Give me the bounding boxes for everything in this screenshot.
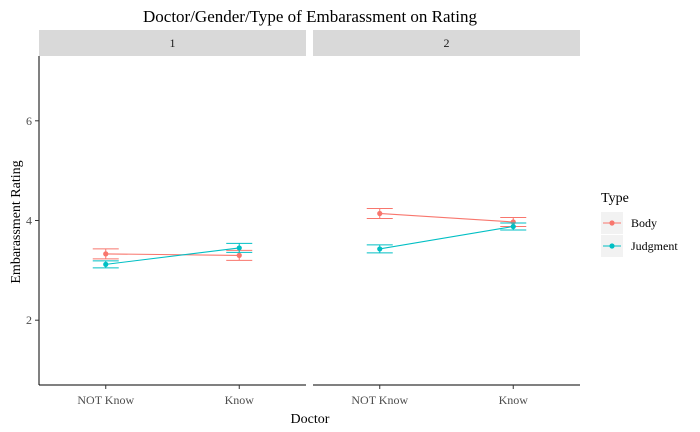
facet-panel-2: 2 NOT Know Know	[313, 30, 580, 407]
data-point	[377, 210, 383, 217]
legend-key-point	[609, 220, 615, 226]
x-tick-label: NOT Know	[351, 393, 408, 407]
series-line	[105, 253, 240, 256]
legend-entries: Body Judgment	[601, 212, 678, 257]
data-point	[236, 245, 242, 251]
y-axis-title: Embarassment Rating	[9, 160, 24, 283]
data-point	[103, 251, 109, 257]
data-point	[510, 223, 516, 230]
legend: Type Body Judgment	[601, 191, 678, 257]
y-tick-label: 6	[26, 114, 32, 128]
chart-title: Doctor/Gender/Type of Embarassment on Ra…	[143, 7, 477, 26]
x-axis-title: Doctor	[291, 412, 330, 427]
data-point	[236, 252, 242, 258]
x-tick-label: NOT Know	[77, 393, 134, 407]
facet-strip	[313, 30, 580, 56]
legend-title: Type	[601, 191, 629, 206]
y-tick-label: 4	[26, 214, 32, 228]
series-line	[379, 212, 514, 223]
y-tick-label: 2	[26, 313, 32, 327]
series-judgment	[92, 242, 253, 269]
facet-panels: 1 2 4 6 NOT Know Know 2 NOT Know Know	[26, 30, 580, 407]
series-line	[105, 247, 240, 265]
legend-key-point	[609, 243, 615, 249]
x-tick-label: Know	[225, 393, 255, 407]
data-point	[103, 261, 109, 267]
legend-label: Judgment	[631, 239, 678, 253]
facet-strip-label: 2	[444, 36, 450, 50]
series-line	[379, 225, 514, 250]
x-tick-label: Know	[499, 393, 529, 407]
series-body	[366, 208, 527, 227]
legend-entry-judgment: Judgment	[601, 235, 678, 257]
legend-entry-body: Body	[601, 212, 657, 234]
data-point	[377, 246, 383, 252]
series-judgment	[366, 222, 527, 254]
facet-panel-1: 1 2 4 6 NOT Know Know	[26, 30, 306, 407]
legend-label: Body	[631, 216, 657, 230]
series-body	[92, 248, 253, 261]
facet-strip	[39, 30, 306, 56]
facet-strip-label: 1	[170, 36, 176, 50]
